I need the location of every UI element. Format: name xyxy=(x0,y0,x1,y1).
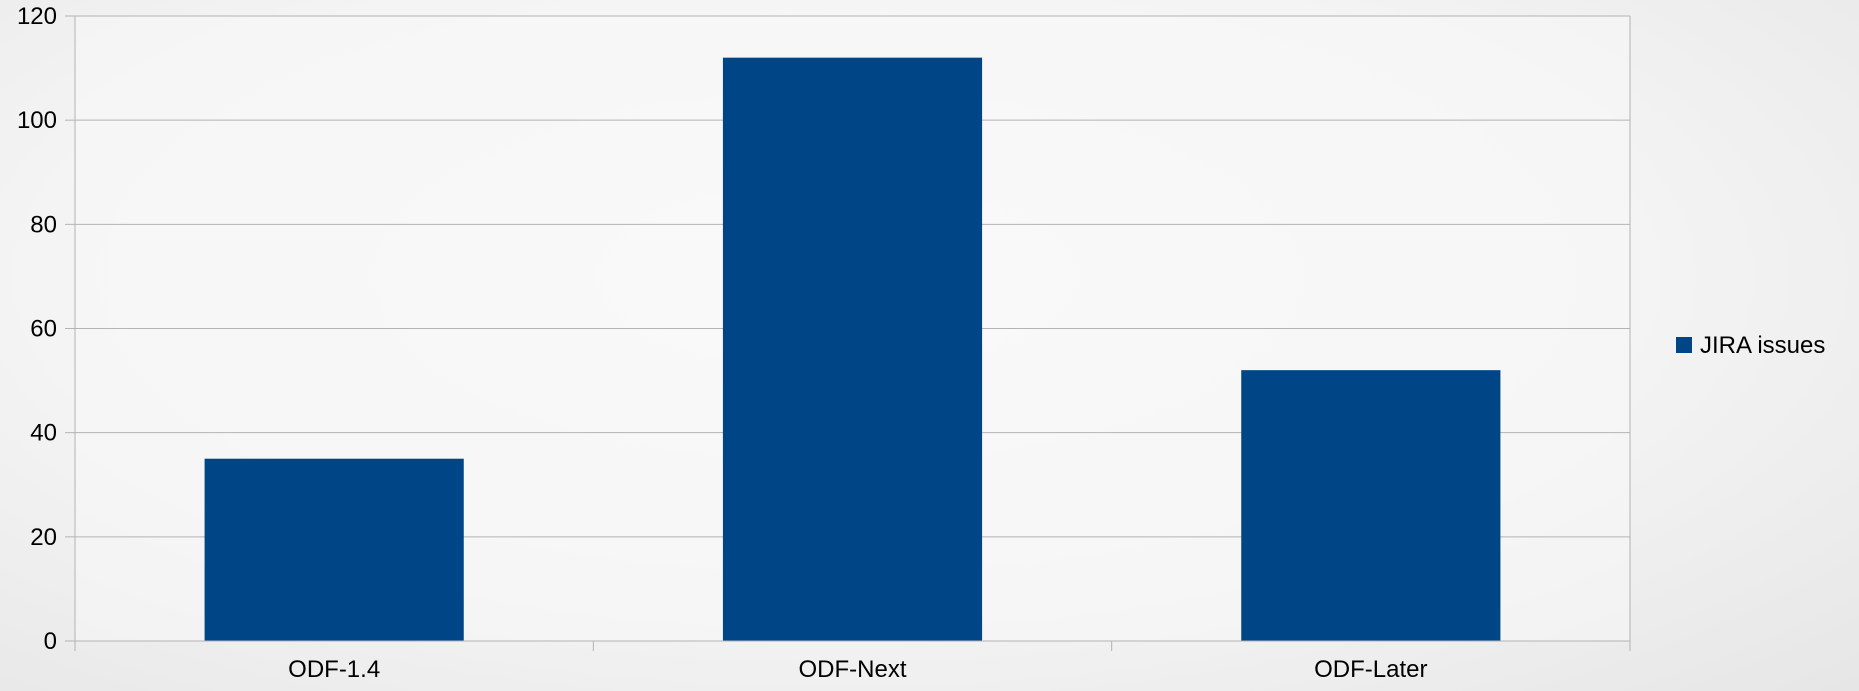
y-tick-label: 100 xyxy=(17,107,57,134)
bars xyxy=(204,57,1501,641)
y-tick-label: 40 xyxy=(30,420,57,447)
legend-label: JIRA issues xyxy=(1700,332,1825,359)
y-tick-label: 0 xyxy=(44,628,57,655)
legend-swatch xyxy=(1676,337,1692,353)
x-tick-label: ODF-Next xyxy=(799,656,907,683)
x-tick-label: ODF-1.4 xyxy=(288,656,380,683)
y-tick-label: 120 xyxy=(17,3,57,30)
legend: JIRA issues xyxy=(1676,332,1825,359)
bar xyxy=(1241,370,1501,641)
bar xyxy=(204,458,464,641)
y-tick-label: 20 xyxy=(30,524,57,551)
x-tick-label: ODF-Later xyxy=(1314,656,1427,683)
y-tick-label: 80 xyxy=(30,211,57,238)
bar xyxy=(722,57,983,641)
y-tick-label: 60 xyxy=(30,316,57,343)
y-axis: 0 20 40 60 80 100 120 xyxy=(17,3,1631,655)
x-axis: ODF-1.4 ODF-Next ODF-Later xyxy=(75,640,1630,683)
